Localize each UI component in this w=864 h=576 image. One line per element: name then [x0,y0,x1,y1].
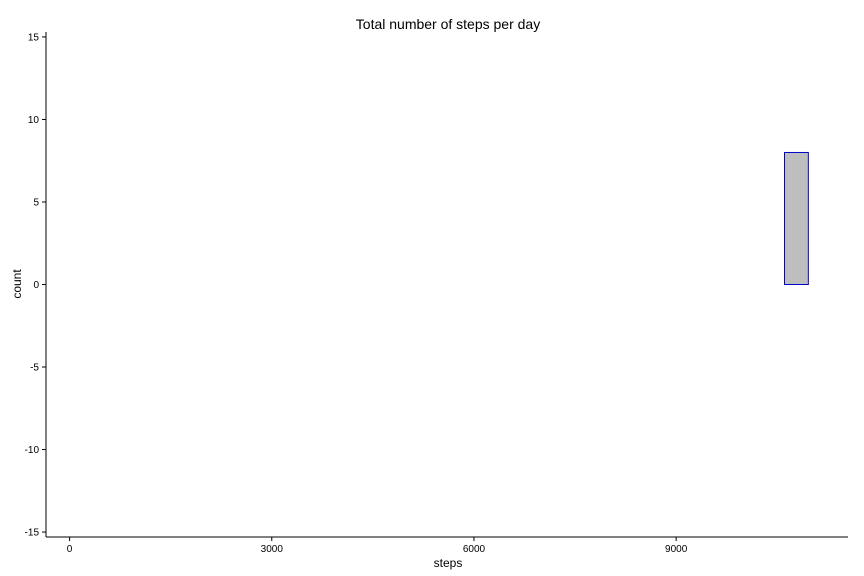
y-tick-label: 15 [28,32,40,43]
y-tick-label: 5 [33,197,39,208]
x-axis-label: steps [434,556,463,570]
x-tick-label: 3000 [261,544,284,555]
y-tick-label: 0 [33,280,39,291]
y-axis-label: count [10,269,24,299]
x-tick-label: 6000 [463,544,486,555]
y-axis-ticks: -15 -10 -5 0 5 10 15 [25,32,46,539]
y-tick-label: -5 [30,363,39,374]
x-tick-label: 9000 [665,544,688,555]
y-tick-label: -15 [25,528,40,539]
histogram-bar [784,151,809,285]
histogram-bars [784,151,809,285]
y-tick-label: 10 [28,115,40,126]
chart-title: Total number of steps per day [356,16,540,32]
x-axis-ticks: 0 3000 6000 9000 [67,537,688,555]
x-tick-label: 0 [67,544,73,555]
y-tick-label: -10 [25,445,40,456]
